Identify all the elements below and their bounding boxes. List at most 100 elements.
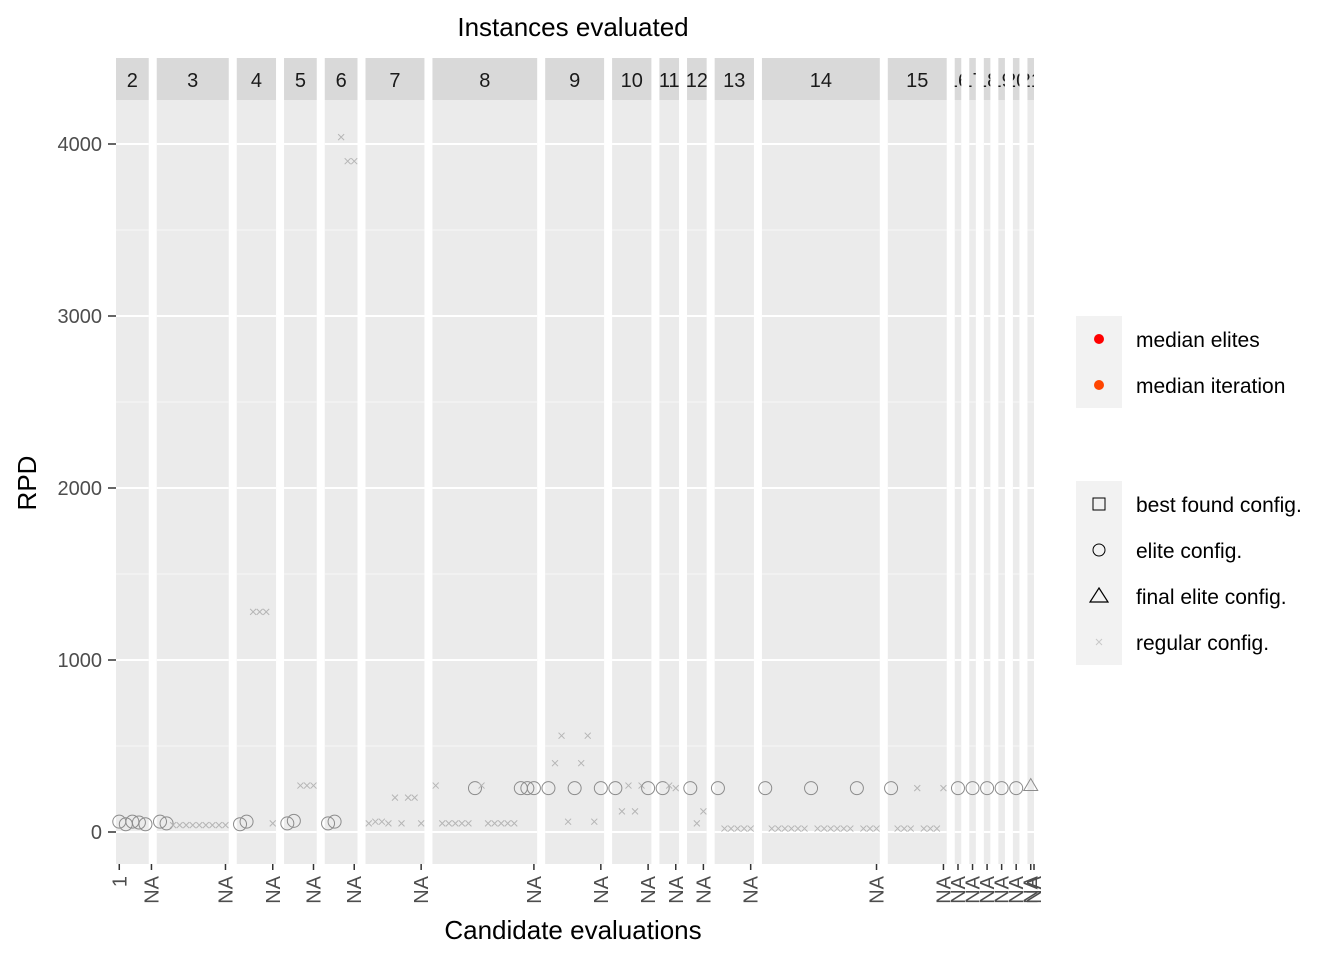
elite-config-point: [526, 781, 541, 796]
regular-config-point: [432, 782, 440, 789]
regular-config-point: [907, 825, 915, 832]
legend-key-background: [1076, 316, 1122, 408]
panel-background: [324, 100, 358, 864]
regular-config-point: [801, 825, 808, 832]
regular-config-point: [303, 782, 311, 789]
regular-config-point: [417, 820, 425, 827]
regular-config-point: [873, 825, 880, 832]
x-tick-label: NA: [638, 875, 660, 903]
strip-label: 8: [479, 70, 490, 92]
regular-config-point: [860, 825, 867, 832]
elite-config-point: [567, 781, 582, 796]
elite-config-point: [159, 816, 174, 831]
regular-config-point: [484, 820, 492, 827]
panel-background: [687, 100, 707, 864]
strip-label: 5: [295, 70, 306, 92]
strip-background: [687, 58, 707, 100]
panel-background: [969, 100, 976, 864]
elite-config-point: [804, 781, 819, 796]
regular-config-point: [337, 133, 345, 141]
panel-background: [1027, 100, 1034, 864]
strip-background: [714, 58, 754, 100]
strip-background: [365, 58, 425, 100]
facet-panel: 2: [112, 58, 153, 864]
regular-config-point: [215, 821, 223, 829]
strip-label: 2: [127, 70, 138, 92]
strip-background: [545, 58, 605, 100]
strip-label: 18: [976, 70, 998, 92]
regular-config-point: [256, 608, 264, 616]
elite-config-point: [950, 781, 965, 796]
strip-background: [116, 58, 149, 100]
x-tick-label: NA: [344, 875, 366, 903]
elite-config-point: [153, 814, 168, 829]
regular-config-point: [310, 782, 317, 789]
regular-config-point: [249, 608, 257, 616]
regular-config-point: [894, 825, 901, 832]
facet-panel: 18: [976, 58, 998, 864]
facet-panel: 9: [541, 58, 608, 864]
strip-background: [284, 58, 317, 100]
x-tick-label: NA: [963, 875, 985, 903]
elite-config-point: [327, 814, 342, 829]
elite-config-point: [520, 781, 535, 796]
regular-config-point: [665, 782, 673, 789]
strip-label: 7: [389, 70, 400, 92]
elite-config-point: [655, 781, 670, 796]
regular-config-point: [365, 820, 373, 827]
strip-background: [998, 58, 1005, 100]
strip-background: [236, 58, 277, 100]
regular-config-point: [404, 794, 412, 801]
y-axis-title: RPD: [12, 456, 42, 511]
x-axis-title: Candidate evaluations: [444, 915, 701, 945]
legend-label: final elite config.: [1136, 586, 1287, 609]
regular-config-point: [202, 821, 210, 829]
strip-background: [432, 58, 538, 100]
elite-config-point: [541, 781, 556, 796]
facet-panel: 4: [233, 58, 277, 864]
strip-background: [1012, 58, 1020, 100]
regular-config-point: [827, 825, 835, 832]
x-tick-label: NA: [666, 875, 688, 903]
x-tick-label: NA: [867, 875, 889, 903]
panel-background: [761, 100, 880, 864]
regular-config-point: [693, 820, 701, 827]
regular-config-point: [788, 825, 795, 832]
strip-label: 3: [187, 70, 198, 92]
elite-config-point: [710, 781, 725, 796]
regular-config-point: [558, 732, 565, 740]
facet-panel: 11: [655, 58, 680, 864]
elite-config-point: [239, 814, 254, 829]
regular-config-point: [378, 818, 386, 826]
regular-config-point: [222, 821, 229, 829]
regular-config-point: [721, 825, 728, 832]
regular-config-point: [458, 820, 466, 827]
facet-panel: 13: [710, 58, 755, 864]
elite-config-point: [125, 814, 140, 829]
x-tick-label: NA: [948, 875, 970, 903]
facet-panel: 14: [758, 58, 880, 864]
facet-panel: 16: [947, 58, 969, 864]
y-tick-label: 1000: [58, 650, 103, 672]
x-tick-label: NA: [741, 875, 763, 903]
strip-label: 16: [947, 70, 969, 92]
strip-background: [324, 58, 358, 100]
regular-config-point: [618, 808, 626, 815]
facet-panel: 8: [432, 58, 541, 864]
regular-config-point: [451, 820, 459, 827]
regular-config-point: [833, 825, 841, 832]
elite-config-point: [280, 816, 295, 831]
regular-config-point: [195, 821, 203, 829]
elite-config-point: [233, 817, 248, 832]
elite-config-point: [849, 781, 864, 796]
panel-background: [156, 100, 229, 864]
x-tick-label: NA: [524, 875, 546, 903]
facet-panel: 5: [280, 58, 317, 864]
regular-config-point: [564, 818, 572, 826]
regular-config-point: [590, 818, 598, 826]
x-tick-label: NA: [1024, 875, 1046, 903]
regular-config-point: [189, 821, 197, 829]
y-tick-label: 3000: [58, 306, 103, 328]
regular-config-point: [350, 157, 358, 165]
